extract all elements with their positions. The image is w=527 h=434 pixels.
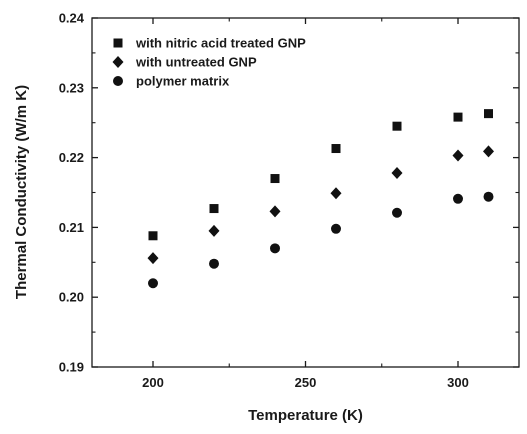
square-data-point	[453, 112, 463, 122]
legend-label: with nitric acid treated GNP	[135, 36, 306, 51]
y-tick-label: 0.20	[59, 290, 84, 305]
x-tick-label: 300	[447, 375, 469, 390]
diamond-data-point	[147, 252, 159, 265]
legend-label: with untreated GNP	[135, 55, 257, 70]
plot-frame	[91, 17, 520, 368]
legend: with nitric acid treated GNP with untreat…	[112, 36, 306, 89]
circle-data-point	[148, 278, 158, 289]
diamond-data-point	[330, 187, 342, 200]
square-data-point	[331, 144, 341, 154]
diamond-data-point	[391, 166, 403, 179]
y-tick-label: 0.19	[59, 360, 84, 375]
square-data-point	[148, 231, 158, 241]
y-tick-label: 0.24	[59, 11, 85, 26]
y-tick-label: 0.21	[59, 220, 84, 235]
legend-square-marker	[113, 38, 123, 48]
y-tick-label: 0.23	[59, 80, 84, 95]
circle-data-point	[331, 223, 341, 234]
diamond-data-point	[269, 205, 281, 218]
legend-circle-marker	[113, 76, 123, 86]
square-data-point	[484, 109, 493, 119]
ticks: 200 250 300 0.19 0.20 0.21 0.22 0.23 0.24	[59, 11, 519, 390]
diamond-data-point	[483, 145, 494, 158]
x-tick-label: 200	[142, 375, 164, 390]
data-marks	[147, 109, 494, 289]
square-data-point	[270, 174, 280, 184]
circle-data-point	[209, 258, 219, 269]
circle-data-point	[483, 191, 494, 202]
diamond-data-point	[208, 224, 220, 237]
diamond-data-point	[452, 149, 464, 162]
x-axis-label: Temperature (K)	[248, 407, 363, 424]
circle-data-point	[270, 243, 280, 254]
square-data-point	[392, 121, 402, 131]
y-tick-label: 0.22	[59, 150, 84, 165]
circle-data-point	[453, 193, 463, 204]
legend-diamond-marker	[112, 56, 124, 68]
circle-data-point	[392, 207, 402, 218]
square-data-point	[209, 204, 219, 214]
x-tick-label: 250	[295, 375, 317, 390]
legend-label: polymer matrix	[136, 74, 230, 89]
y-axis-label: Thermal Conductivity (W/m K)	[13, 85, 30, 299]
